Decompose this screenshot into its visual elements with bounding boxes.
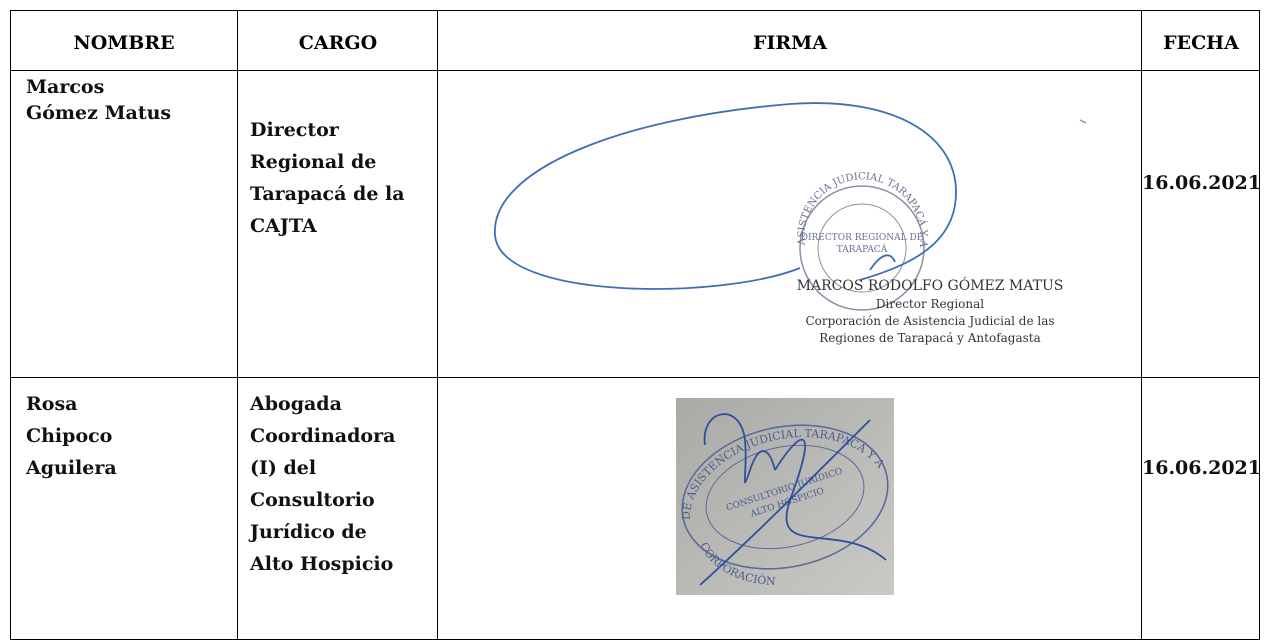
printed-text: Regiones de Tarapacá y Antofagasta — [819, 331, 1041, 345]
position: Abogada Coordinadora (I) del Consultorio… — [250, 388, 395, 580]
text-line: Jurídico de — [250, 521, 367, 543]
border — [10, 377, 1260, 378]
text-line: Alto Hospicio — [250, 553, 394, 575]
text-line: Consultorio — [250, 489, 375, 511]
stamp-text: TARAPACÁ — [837, 243, 888, 255]
header: NOMBRE — [73, 32, 175, 54]
text-line: Tarapacá de la — [250, 183, 405, 205]
text-line: (I) del — [250, 457, 317, 479]
name: Rosa Chipoco Aguilera — [26, 388, 117, 484]
stamp-text: DE ASISTENCIA JUDICIAL TARAPACÁ Y ANTOFA… — [0, 0, 888, 520]
text-line: Regional de — [250, 151, 377, 173]
border — [237, 10, 238, 640]
text-line: CAJTA — [250, 215, 317, 237]
header: CARGO — [298, 32, 378, 54]
header: FIRMA — [753, 32, 827, 54]
position: Director Regional de Tarapacá de la CAJT… — [250, 114, 405, 242]
stamp-ring: ASISTENCIA JUDICIAL TARAPACÁ Y ANTOFAGAS… — [0, 0, 929, 249]
printed-text: MARCOS RODOLFO GÓMEZ MATUS — [797, 276, 1064, 294]
text-line: Aguilera — [26, 457, 117, 479]
printed-text: Director Regional — [876, 297, 984, 311]
header: FECHA — [1163, 32, 1239, 54]
text-line: Rosa — [26, 393, 78, 415]
printed-text: Corporación de Asistencia Judicial de la… — [805, 314, 1054, 328]
name: Marcos Gómez Matus — [26, 74, 171, 126]
stamp-ring: DE ASISTENCIA JUDICIAL TARAPACÁ Y ANTOFA… — [0, 0, 888, 520]
stamp-text: ASISTENCIA JUDICIAL TARAPACÁ Y ANTOFAGAS… — [0, 0, 929, 249]
stamp-text: DIRECTOR REGIONAL DE — [801, 233, 924, 243]
border — [10, 10, 1260, 640]
text-line: Director — [250, 119, 339, 141]
text-line: Abogada — [250, 393, 342, 415]
signature: DE ASISTENCIA JUDICIAL TARAPACÁ Y ANTOFA… — [0, 0, 894, 595]
signature: ASISTENCIA JUDICIAL TARAPACÁ Y ANTOFAGAS… — [0, 0, 1087, 345]
text-line: Marcos — [26, 76, 105, 98]
text-line: Chipoco — [26, 425, 113, 447]
date: 16.06.2021 — [1142, 172, 1261, 194]
text-line: Gómez Matus — [26, 102, 172, 124]
border — [1141, 10, 1142, 640]
date: 16.06.2021 — [1142, 457, 1261, 479]
text-line: Coordinadora — [250, 425, 396, 447]
border — [10, 70, 1260, 71]
border — [437, 10, 438, 640]
